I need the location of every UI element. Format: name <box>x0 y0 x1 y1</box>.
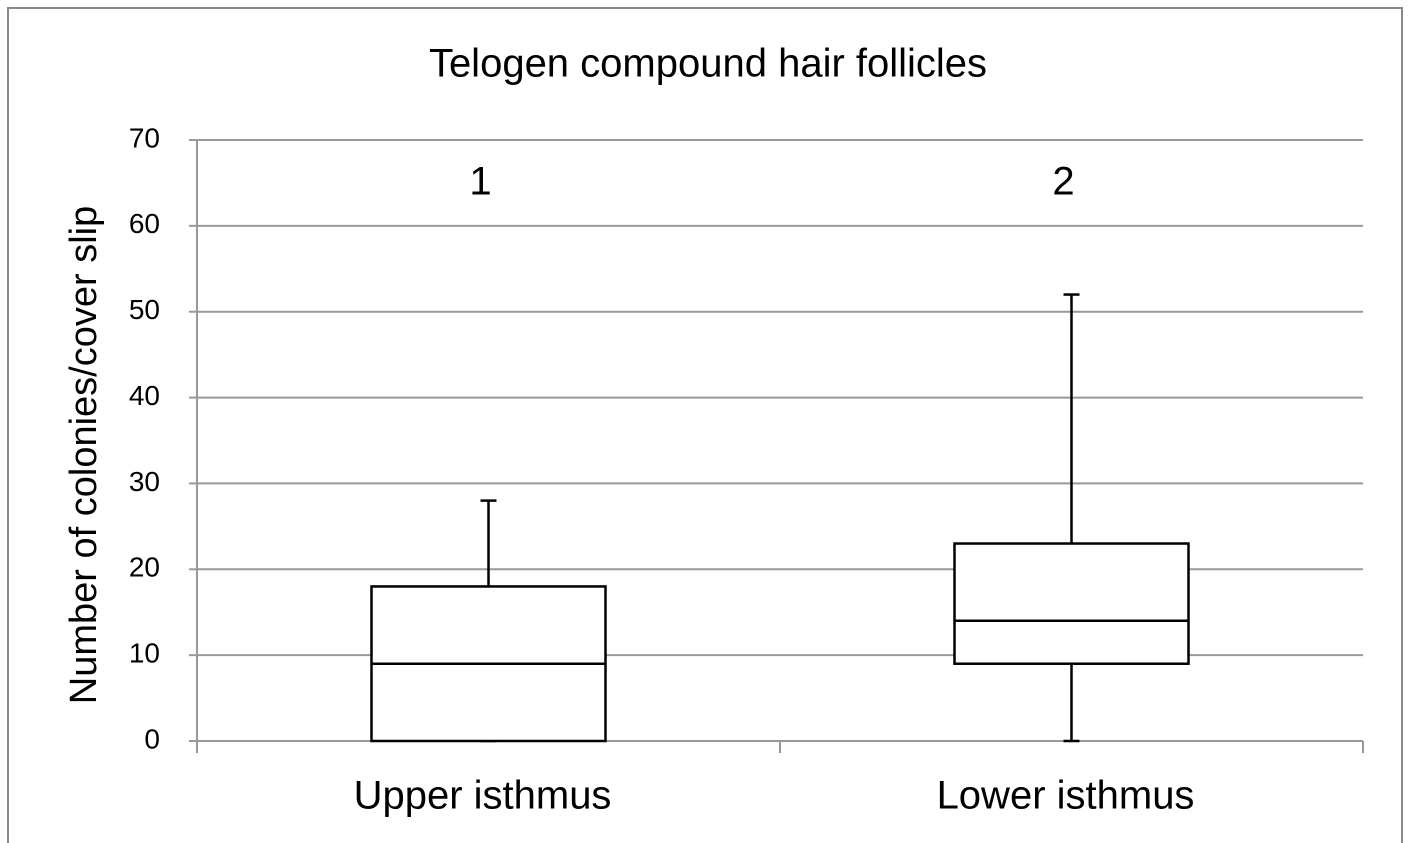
annotation: 2 <box>1052 160 1074 204</box>
y-tick-label: 20 <box>129 552 160 583</box>
y-tick-label: 50 <box>129 294 160 325</box>
y-tick-label: 30 <box>129 466 160 497</box>
annotation: 1 <box>469 160 491 204</box>
box <box>953 542 1190 665</box>
x-tick-label: Upper isthmus <box>354 774 612 818</box>
y-tick-label: 40 <box>129 380 160 411</box>
x-tick-label: Lower isthmus <box>937 774 1195 818</box>
chart-title: Telogen compound hair follicles <box>429 42 987 86</box>
y-tick-label: 70 <box>129 122 160 153</box>
y-tick-label: 0 <box>144 723 160 754</box>
y-tick-label: 10 <box>129 638 160 669</box>
y-axis-label: Number of colonies/cover slip <box>63 206 105 704</box>
y-tick-label: 60 <box>129 208 160 239</box>
chart-border <box>7 7 1403 843</box>
